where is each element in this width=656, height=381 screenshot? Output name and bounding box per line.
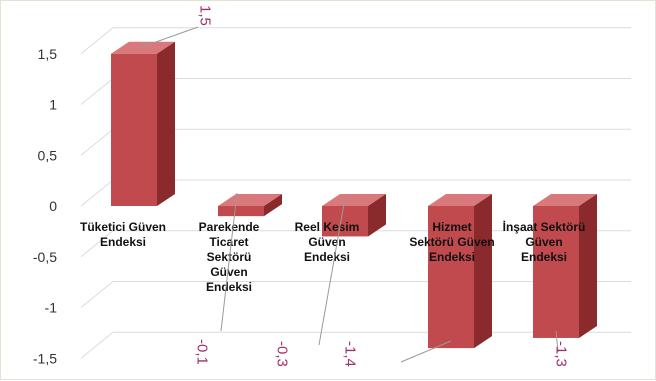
category-label-line: Tüketici Güven xyxy=(80,220,166,234)
leader-line xyxy=(555,330,559,353)
category-label-line: Endeksi xyxy=(206,280,252,294)
category-label: Reel Kesim Güven Endeksi xyxy=(295,220,360,264)
category-label-line: Güven xyxy=(210,265,247,279)
category-label: Parekende Ticaret Sektörü Güven Endeksi xyxy=(199,220,260,294)
bar-front-face xyxy=(428,206,474,349)
category-label-line: Endeksi xyxy=(100,235,146,249)
category-label-line: Sektörü Güven xyxy=(409,235,494,249)
category-label-line: Hizmet xyxy=(432,220,471,234)
y-tick-label: 1,5 xyxy=(38,46,58,62)
bar-top-face xyxy=(111,41,175,54)
data-label: -0,3 xyxy=(274,341,291,367)
bar-side-face xyxy=(264,194,282,217)
category-label-line: Ticaret xyxy=(209,235,248,249)
category-label-line: Güven xyxy=(308,235,345,249)
bar-side-face xyxy=(579,194,597,338)
category-label-line: Reel Kesim xyxy=(295,220,360,234)
y-tick-label: -0,5 xyxy=(33,249,57,265)
bar xyxy=(322,194,386,237)
y-tick-label: 0,5 xyxy=(38,147,58,163)
leader-line xyxy=(220,192,238,332)
bar-side-face xyxy=(474,194,492,349)
bar-top-face xyxy=(428,194,492,206)
category-label-line: Sektörü xyxy=(207,250,252,264)
data-labels: 1,5 -0,1 -0,3 -1,4 -1,3 xyxy=(194,5,570,367)
data-label: -1,3 xyxy=(553,341,570,367)
y-tick-label: -1 xyxy=(45,300,58,316)
data-label: 1,5 xyxy=(197,5,214,26)
data-label: -0,1 xyxy=(194,339,211,365)
bar-side-face xyxy=(157,41,175,206)
bar-front-face xyxy=(533,206,579,338)
category-label-line: İnşaat Sektörü xyxy=(503,219,586,234)
bar xyxy=(533,194,597,338)
y-axis-tick-labels: -1,5 -1 -0,5 0 0,5 1 1,5 xyxy=(33,46,57,367)
bar-front-face xyxy=(111,53,157,206)
y-tick-label: 1 xyxy=(49,97,57,113)
bar xyxy=(218,194,282,217)
bars xyxy=(111,41,597,349)
category-label-line: Endeksi xyxy=(304,250,350,264)
category-label-line: Parekende xyxy=(199,220,260,234)
gridline xyxy=(80,27,631,55)
bar-front-face xyxy=(218,206,264,217)
leader-line xyxy=(138,26,199,49)
y-tick-label: -1,5 xyxy=(33,350,57,366)
leader-line xyxy=(318,197,346,346)
data-label: -1,4 xyxy=(342,341,359,367)
category-label: İnşaat Sektörü Güven Endeksi xyxy=(503,219,586,264)
bar-front-face xyxy=(322,206,368,237)
bar-top-face xyxy=(218,194,282,206)
category-label: Hizmet Sektörü Güven Endeksi xyxy=(409,220,494,264)
category-label-line: Güven xyxy=(525,235,562,249)
category-label-line: Endeksi xyxy=(429,250,475,264)
bar-top-face xyxy=(533,194,597,206)
bar-top-face xyxy=(322,194,386,206)
bar xyxy=(111,41,175,206)
category-label-line: Endeksi xyxy=(521,250,567,264)
bar-side-face xyxy=(368,194,386,237)
bar xyxy=(428,194,492,349)
leader-line xyxy=(400,340,452,363)
y-tick-label: 0 xyxy=(49,198,57,214)
category-label: Tüketici Güven Endeksi xyxy=(80,220,166,249)
leader-lines xyxy=(138,26,559,363)
